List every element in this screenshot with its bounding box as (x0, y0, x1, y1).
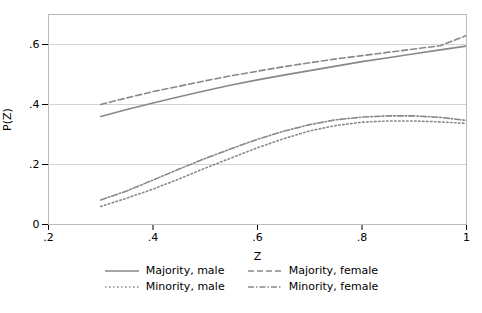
svg-text:.8: .8 (357, 231, 368, 244)
html-text:Majority, male: Majority, male (145, 264, 225, 277)
html-text:Majority, female: Majority, female (288, 264, 378, 277)
html-text:Minority, male: Minority, male (145, 280, 225, 293)
svg-text:.4: .4 (148, 231, 159, 244)
svg-text:0: 0 (33, 218, 40, 231)
svg-text:.2: .2 (43, 231, 54, 244)
svg-text:Z: Z (254, 250, 262, 263)
svg-text:.4: .4 (29, 98, 40, 111)
svg-text:.6: .6 (252, 231, 263, 244)
svg-text:.2: .2 (29, 158, 40, 171)
svg-text:.6: .6 (29, 38, 40, 51)
html-text:Minority, female: Minority, female (288, 280, 379, 293)
svg-text:1: 1 (463, 231, 470, 244)
svg-text:P(Z): P(Z) (1, 108, 14, 131)
